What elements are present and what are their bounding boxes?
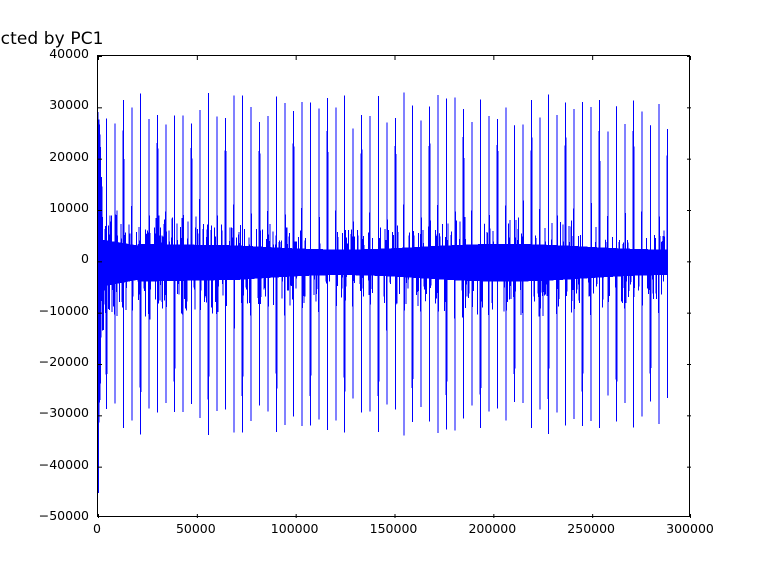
x-tick-label: 200000: [468, 521, 517, 536]
y-axis-tick-labels: −50000 −40000 −30000 −20000 −10000 0 10000 2000…: [0, 0, 89, 576]
x-tick-label: 250000: [567, 521, 616, 536]
x-tick-label: 50000: [175, 521, 216, 536]
y-tick-label: 30000: [49, 97, 89, 113]
x-tick-label: 100000: [270, 521, 319, 536]
plot-axes: [97, 55, 691, 518]
chart-title-text: Reconstructed by PC1: [0, 29, 104, 49]
y-tick-label: −10000: [38, 302, 89, 318]
x-tick-label: 300000: [666, 521, 714, 536]
y-tick-label: −50000: [38, 508, 89, 523]
y-tick-label: −30000: [38, 405, 89, 421]
x-axis-tick-labels: 0 50000 100000 150000 200000 250000 300000: [0, 521, 768, 543]
x-tick-label: 150000: [369, 521, 418, 536]
series-reconstructed-pc1: [98, 92, 668, 494]
signal-plot: [98, 56, 691, 518]
axis-tick-marks: [98, 56, 691, 518]
signal-trace: [98, 92, 668, 494]
x-tick-label: 0: [93, 521, 101, 536]
y-tick-label: −40000: [38, 456, 89, 472]
y-tick-label: 20000: [49, 148, 89, 164]
y-tick-label: 10000: [49, 200, 89, 215]
y-tick-label: −20000: [38, 354, 89, 369]
y-tick-label: 40000: [49, 46, 89, 61]
y-tick-label: 0: [81, 251, 89, 267]
chart-title: Reconstructed by PC1: [0, 29, 768, 49]
